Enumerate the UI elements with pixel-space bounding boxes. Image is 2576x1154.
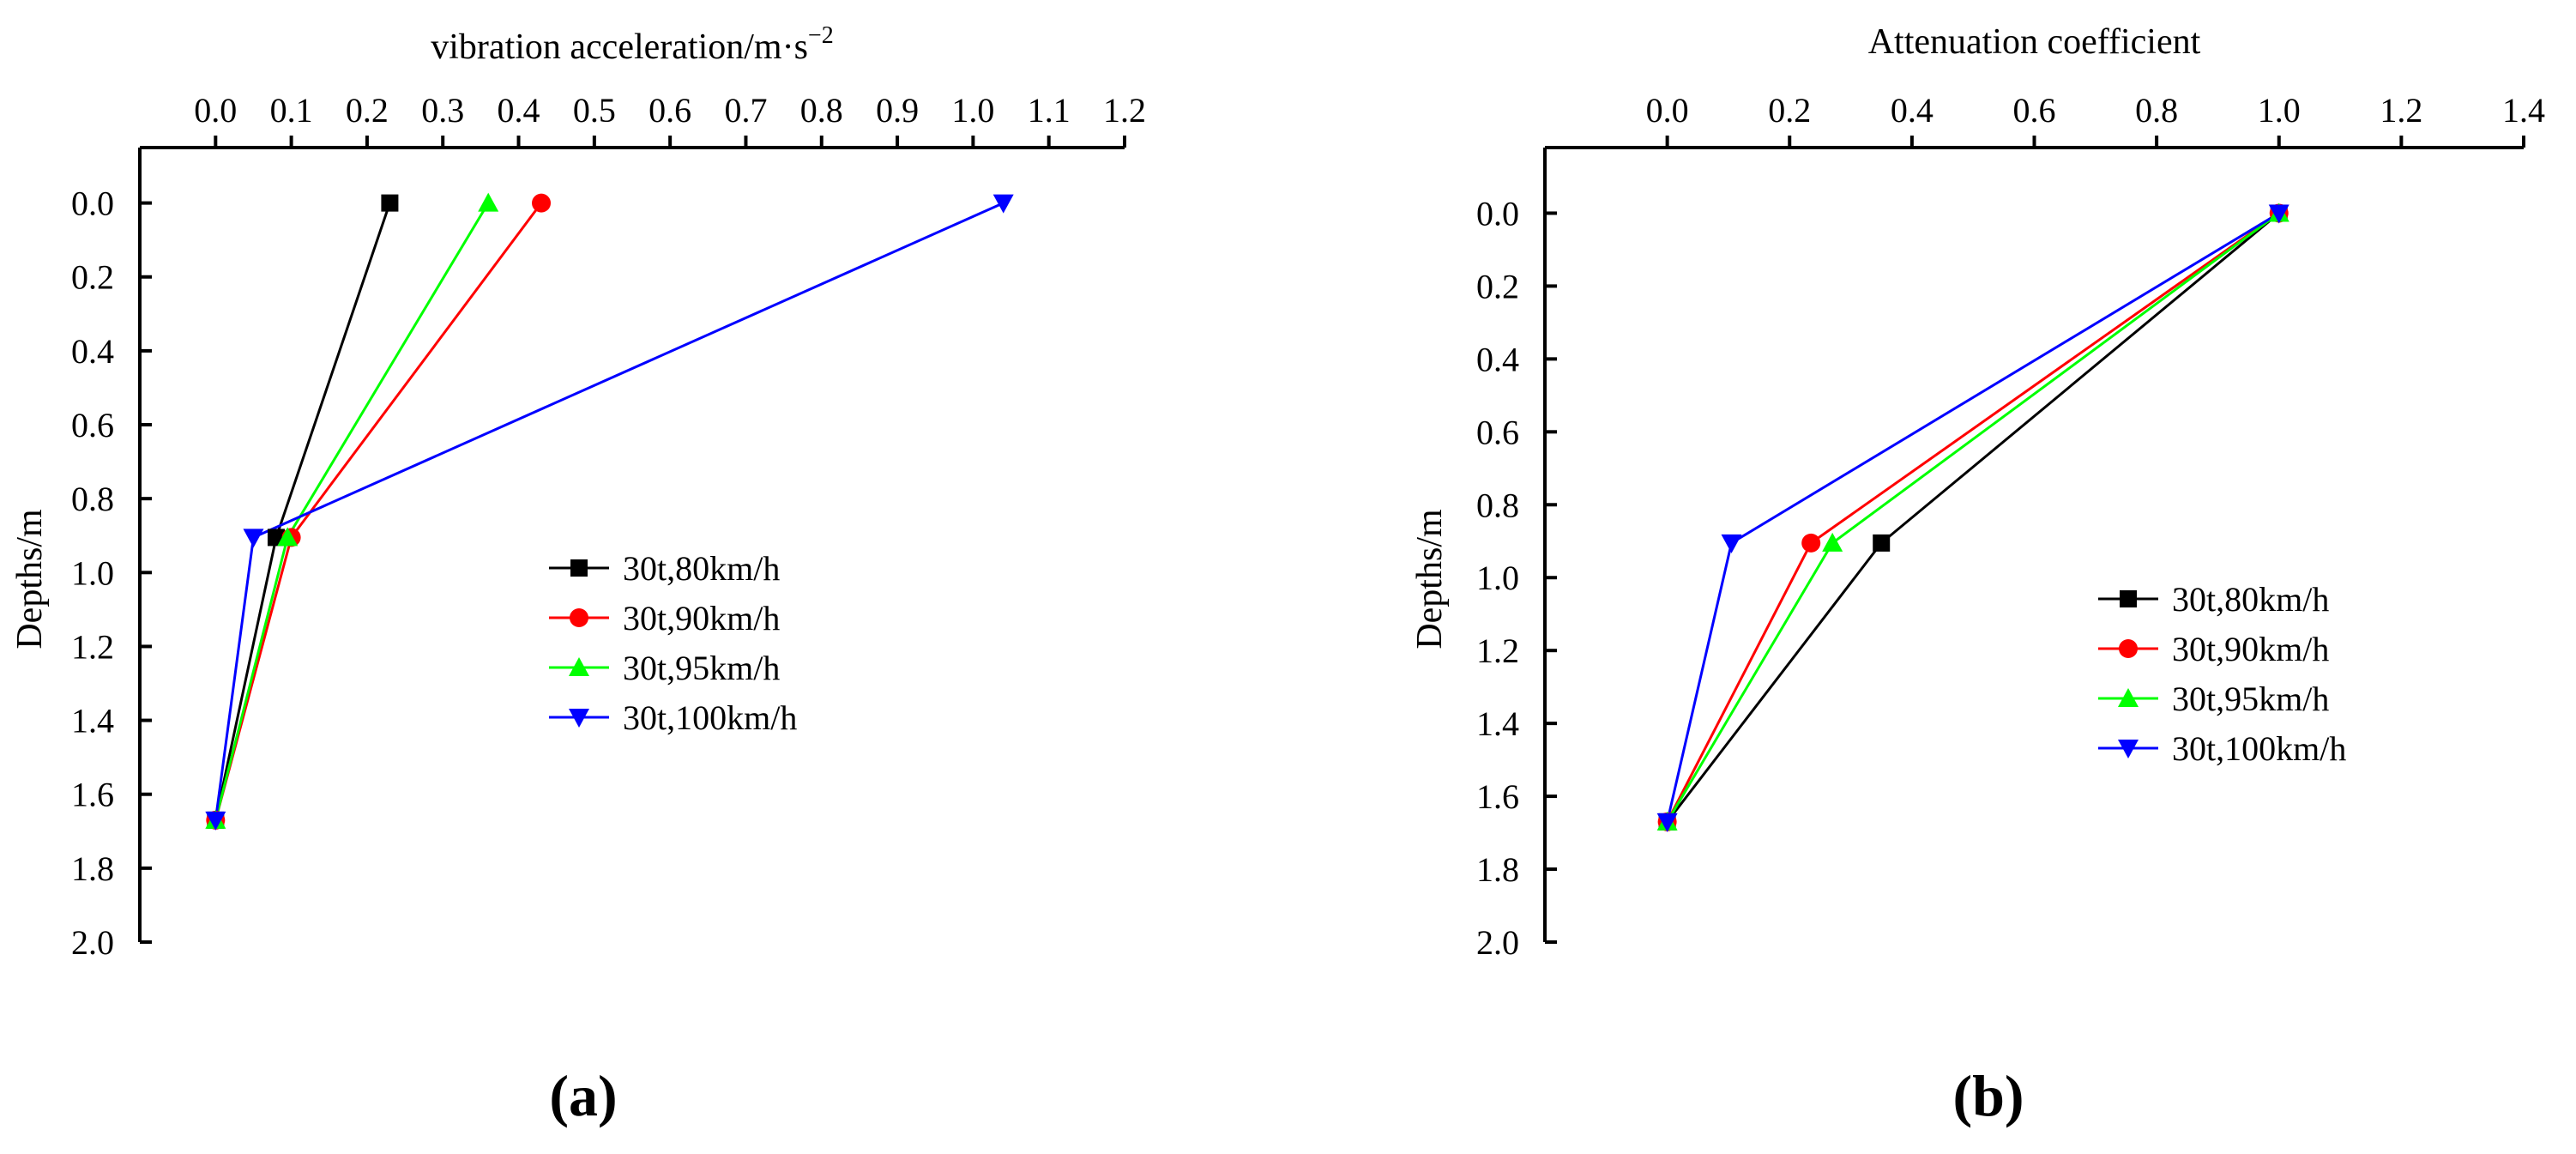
legend-marker	[2120, 590, 2137, 607]
panel-label-a: (a)	[549, 1063, 617, 1128]
legend-marker	[2118, 740, 2139, 758]
x-axis-title-superscript: −2	[808, 22, 834, 49]
data-point	[1656, 813, 1678, 832]
y-tick-label: 0.6	[71, 406, 114, 444]
x-tick-label: 1.4	[2502, 91, 2545, 130]
y-tick-label: 1.6	[1476, 777, 1519, 816]
panel-b-chart: 0.0 0.2 0.4 0.6 0.8 1.0 1.2 1.4 0.0 0.2 0.4 0.6 0.8 1…	[1410, 22, 2545, 962]
x-tick-label: 0.6	[649, 91, 691, 130]
x-tick-label: 1.0	[2258, 91, 2301, 130]
x-tick-label: 0.8	[800, 91, 843, 130]
data-point	[1822, 532, 1843, 552]
panel-label-b: (b)	[1952, 1063, 2024, 1128]
legend-marker	[569, 709, 589, 728]
x-tick-label: 1.0	[951, 91, 994, 130]
x-tick-label: 0.4	[1891, 91, 1934, 130]
legend-label: 30t,95km/h	[2172, 680, 2329, 718]
data-point	[2268, 204, 2289, 224]
y-tick-label: 1.8	[71, 849, 114, 888]
x-tick-label: 0.1	[270, 91, 313, 130]
panel-a-chart: 0.0 0.1 0.2 0.3 0.4 0.5 0.6 0.7 0.8 0.9 1.0 1.1 1.2 0…	[10, 22, 1146, 962]
data-point	[205, 811, 226, 831]
y-tick-label: 0.0	[1476, 194, 1519, 233]
x-axis-title: Attenuation coefficient	[1868, 22, 2201, 62]
legend-label: 30t,90km/h	[2172, 630, 2329, 668]
legend-marker	[569, 657, 589, 676]
data-point	[277, 527, 299, 547]
x-tick-label: 1.1	[1028, 91, 1071, 130]
data-point	[381, 194, 399, 212]
legend-marker	[2118, 688, 2139, 707]
y-tick-label: 1.0	[71, 553, 114, 592]
legend-label: 30t,100km/h	[623, 698, 797, 737]
y-tick-label: 0.8	[71, 480, 114, 518]
x-tick-label: 0.0	[194, 91, 237, 130]
x-tick-label: 0.9	[876, 91, 919, 130]
y-axis-title: Depths/m	[1410, 509, 1450, 650]
x-tick-label: 0.5	[573, 91, 616, 130]
legend-label: 30t,95km/h	[623, 649, 780, 687]
y-tick-label: 0.6	[1476, 413, 1519, 451]
data-point	[478, 192, 499, 212]
y-tick-label: 0.2	[71, 258, 114, 297]
series-line	[214, 202, 490, 821]
x-tick-label: 0.6	[2013, 91, 2056, 130]
legend-marker	[570, 608, 588, 627]
y-tick-label: 0.2	[1476, 267, 1519, 305]
y-tick-label: 0.4	[71, 332, 114, 371]
x-axis-title: vibration acceleration/m·s−2	[431, 22, 833, 67]
legend-label: 30t,100km/h	[2172, 729, 2346, 768]
y-tick-label: 1.6	[71, 776, 114, 814]
y-tick-label: 1.4	[71, 702, 114, 740]
x-tick-label: 0.4	[498, 91, 540, 130]
data-point	[532, 193, 552, 213]
x-tick-label: 1.2	[2380, 91, 2422, 130]
y-tick-label: 1.2	[1476, 631, 1519, 670]
x-tick-label: 0.8	[2135, 91, 2178, 130]
x-tick-label: 0.0	[1646, 91, 1689, 130]
y-tick-label: 2.0	[71, 923, 114, 962]
y-tick-label: 1.4	[1476, 704, 1519, 743]
data-point	[1873, 534, 1891, 552]
x-tick-label: 0.2	[346, 91, 389, 130]
data-point	[992, 194, 1014, 214]
data-point	[1801, 533, 1821, 553]
x-tick-label: 1.2	[1103, 91, 1146, 130]
data-point	[1721, 534, 1742, 553]
legend-marker	[2119, 639, 2138, 658]
legend-label: 30t,80km/h	[623, 549, 780, 588]
y-tick-label: 0.4	[1476, 340, 1519, 378]
series-line	[214, 202, 543, 821]
x-tick-label: 0.3	[421, 91, 464, 130]
x-tick-label: 0.2	[1768, 91, 1811, 130]
x-tick-label: 0.7	[724, 91, 767, 130]
y-tick-label: 2.0	[1476, 923, 1519, 962]
y-axis-title: Depths/m	[10, 509, 50, 650]
legend-label: 30t,90km/h	[623, 599, 780, 637]
y-tick-label: 1.8	[1476, 850, 1519, 889]
legend-marker	[570, 559, 588, 577]
series-line	[214, 202, 1004, 821]
y-tick-label: 1.2	[71, 627, 114, 666]
y-tick-label: 0.8	[1476, 486, 1519, 524]
legend-label: 30t,80km/h	[2172, 580, 2329, 619]
data-point	[243, 529, 264, 548]
y-tick-label: 1.0	[1476, 559, 1519, 597]
y-tick-label: 0.0	[71, 184, 114, 223]
